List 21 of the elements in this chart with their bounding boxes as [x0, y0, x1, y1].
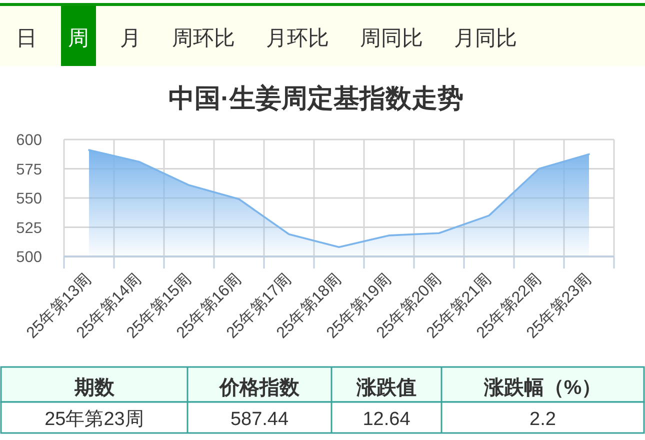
y-tick-label: 600 [16, 132, 42, 149]
y-tick-label: 575 [16, 161, 42, 178]
y-tick-label: 550 [16, 190, 42, 208]
table-header: 价格指数 [220, 377, 300, 399]
tab-label: 日 [16, 27, 37, 50]
tab-label: 月环比 [266, 27, 329, 50]
chart-title: 中国·生姜周定基指数走势 [168, 83, 464, 113]
tab-label: 周 [68, 27, 89, 50]
table-cell: 587.44 [230, 409, 289, 430]
table-header: 期数 [74, 377, 114, 399]
table-header: 涨跌值 [356, 377, 416, 399]
tab-label: 周同比 [360, 27, 423, 50]
tab-label: 月同比 [454, 27, 517, 50]
y-tick-label: 525 [16, 220, 42, 237]
table-header: 涨跌幅（%） [484, 377, 602, 399]
table-cell: 2.2 [530, 409, 556, 430]
table-cell: 25年第23周 [44, 409, 144, 430]
tab-label: 月 [120, 27, 141, 50]
tab-label: 周环比 [172, 27, 235, 50]
y-tick-label: 500 [16, 249, 42, 266]
table-cell: 12.64 [362, 409, 410, 430]
